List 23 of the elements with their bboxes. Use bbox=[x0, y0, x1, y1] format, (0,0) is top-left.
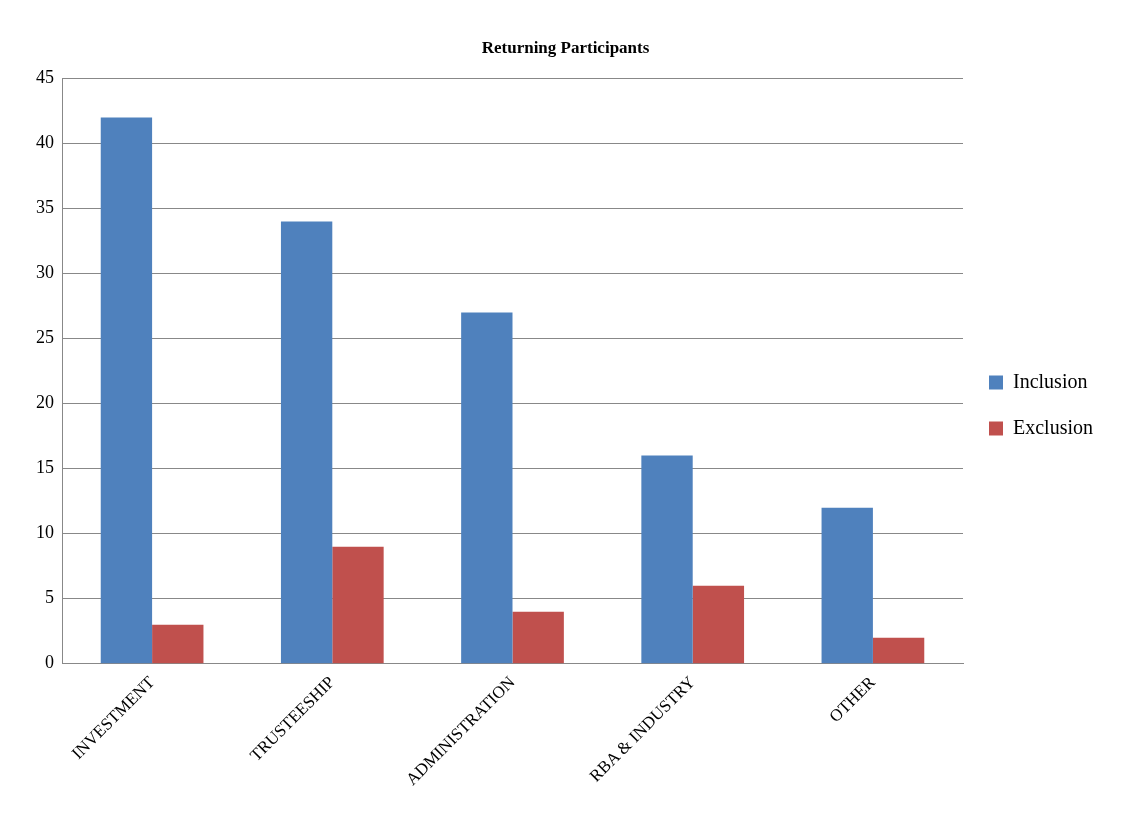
y-tick-label: 5 bbox=[45, 587, 54, 608]
y-tick-label: 45 bbox=[36, 67, 54, 88]
y-tick-label: 30 bbox=[36, 262, 54, 283]
bar bbox=[872, 637, 925, 664]
chart-title: Returning Participants bbox=[481, 37, 650, 57]
bar bbox=[280, 221, 333, 664]
bar bbox=[461, 312, 513, 664]
bar bbox=[152, 624, 204, 664]
bar bbox=[332, 546, 384, 664]
y-tick-label: 15 bbox=[36, 457, 54, 478]
legend-label: Exclusion bbox=[1013, 415, 1094, 438]
y-tick-label: 0 bbox=[45, 652, 54, 673]
legend-label: Inclusion bbox=[1013, 369, 1088, 392]
y-tick-label: 35 bbox=[36, 197, 54, 218]
bar bbox=[821, 507, 873, 664]
y-tick-label: 25 bbox=[36, 327, 54, 348]
y-tick-label: 10 bbox=[36, 522, 54, 543]
y-tick-label: 20 bbox=[36, 392, 54, 413]
bar bbox=[512, 611, 564, 664]
y-tick-label: 40 bbox=[36, 132, 54, 153]
bar bbox=[692, 585, 745, 664]
bar bbox=[100, 117, 153, 664]
bar bbox=[641, 455, 693, 664]
